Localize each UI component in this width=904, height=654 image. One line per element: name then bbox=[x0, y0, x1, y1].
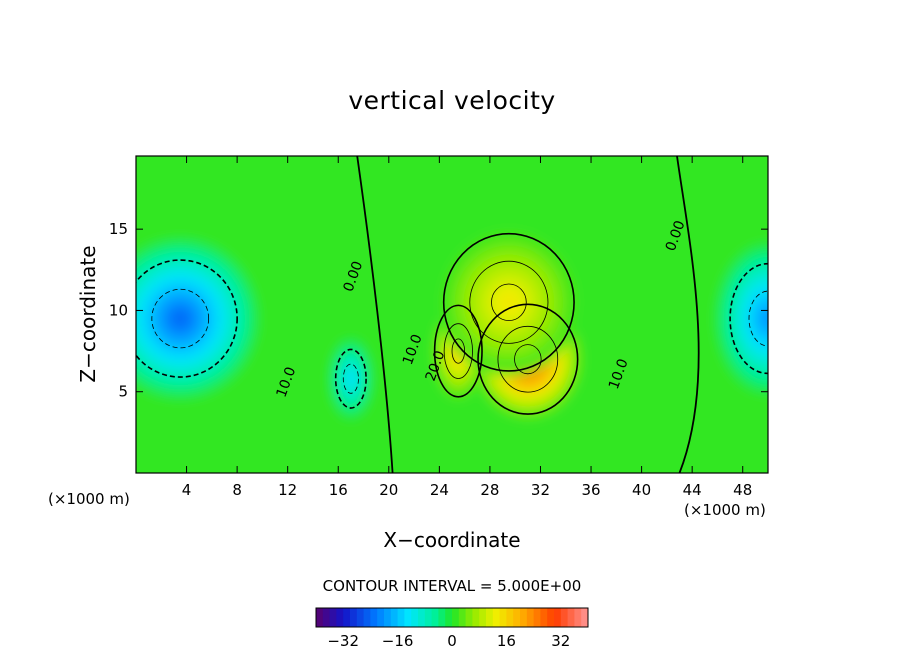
contour-interval-text: CONTOUR INTERVAL = 5.000E+00 bbox=[322, 577, 582, 595]
y-tick-label: 15 bbox=[109, 220, 128, 238]
x-unit-label-left: (×1000 m) bbox=[48, 490, 130, 508]
colorbar-cell bbox=[452, 608, 460, 627]
contour-4-1 bbox=[443, 323, 473, 379]
colorbar-cell bbox=[533, 608, 541, 627]
colorbar-cell bbox=[343, 608, 351, 627]
colorbar-cell bbox=[472, 608, 480, 627]
colorbar-cell bbox=[411, 608, 419, 627]
colorbar-cell bbox=[316, 608, 324, 627]
colorbar-cell bbox=[350, 608, 358, 627]
colorbar-cell bbox=[322, 608, 330, 627]
colorbar-cell bbox=[554, 608, 562, 627]
x-tick-label: 48 bbox=[733, 481, 752, 499]
velocity-field bbox=[136, 156, 768, 473]
contour-5-0 bbox=[442, 232, 575, 372]
x-tick-label: 44 bbox=[683, 481, 702, 499]
colorbar-cell bbox=[424, 608, 432, 627]
colorbar-cell bbox=[486, 608, 494, 627]
contour-1-0 bbox=[334, 348, 367, 409]
colorbar-cell bbox=[581, 608, 589, 627]
x-unit-label-right: (×1000 m) bbox=[684, 501, 766, 519]
colorbar-cell bbox=[526, 608, 534, 627]
zero-contour-0 bbox=[356, 156, 394, 473]
plot-frame bbox=[135, 155, 769, 474]
x-tick-label: 20 bbox=[379, 481, 398, 499]
contour-4-2 bbox=[451, 338, 466, 364]
y-tick-label: 10 bbox=[109, 301, 128, 319]
colorbar-cell bbox=[499, 608, 507, 627]
contour-3-2 bbox=[514, 344, 542, 375]
contour-0-0 bbox=[136, 259, 238, 378]
contour-3-0 bbox=[477, 303, 579, 415]
x-tick-label: 36 bbox=[581, 481, 600, 499]
contour-2-1 bbox=[748, 290, 768, 347]
contour-5-2 bbox=[491, 283, 527, 322]
colorbar: −32 −16 0 16 32 bbox=[315, 607, 589, 650]
colorbar-cell bbox=[513, 608, 521, 627]
colorbar-cell bbox=[336, 608, 344, 627]
colorbar-cell bbox=[418, 608, 426, 627]
colorbar-cell bbox=[404, 608, 412, 627]
colorbar-cell bbox=[547, 608, 555, 627]
x-tick-label: 28 bbox=[480, 481, 499, 499]
x-tick-label: 24 bbox=[430, 481, 449, 499]
x-axis-label: X−coordinate bbox=[383, 528, 521, 552]
colorbar-cell bbox=[567, 608, 575, 627]
contour-5-1 bbox=[469, 260, 549, 344]
contour-4-0 bbox=[433, 304, 483, 398]
colorbar-cell bbox=[384, 608, 392, 627]
colorbar-tick-label: −32 bbox=[327, 632, 359, 650]
colorbar-cell bbox=[560, 608, 568, 627]
colorbar-cell bbox=[438, 608, 446, 627]
colorbar-cell bbox=[492, 608, 500, 627]
colorbar-cell bbox=[363, 608, 371, 627]
colorbar-tick-label: 16 bbox=[497, 632, 516, 650]
field-level-1-8 bbox=[348, 374, 354, 384]
contour-0-1 bbox=[151, 288, 210, 349]
colorbar-cell bbox=[574, 608, 582, 627]
field-level-0-8 bbox=[171, 309, 189, 328]
colorbar-cell bbox=[397, 608, 405, 627]
colorbar-cell bbox=[479, 608, 487, 627]
colorbar-cell bbox=[540, 608, 548, 627]
contour-3-1 bbox=[497, 325, 559, 393]
colorbar-cell bbox=[370, 608, 378, 627]
colorbar-cell bbox=[520, 608, 528, 627]
colorbar-tick-label: 0 bbox=[447, 632, 457, 650]
colorbar-cell bbox=[431, 608, 439, 627]
x-tick-label: 16 bbox=[329, 481, 348, 499]
y-tick-label: 5 bbox=[118, 383, 128, 401]
colorbar-tick-label: −16 bbox=[382, 632, 414, 650]
colorbar-cell bbox=[377, 608, 385, 627]
colorbar-cell bbox=[465, 608, 473, 627]
zero-contour-1 bbox=[676, 156, 700, 473]
colorbar-frame bbox=[315, 607, 589, 628]
colorbar-cell bbox=[390, 608, 398, 627]
x-tick-label: 40 bbox=[632, 481, 651, 499]
colorbar-cell bbox=[506, 608, 514, 627]
colorbar-cell bbox=[329, 608, 337, 627]
colorbar-cell bbox=[356, 608, 364, 627]
field-level-2-8 bbox=[762, 310, 768, 327]
x-tick-label: 32 bbox=[531, 481, 550, 499]
contour-1-1 bbox=[342, 363, 359, 394]
x-tick-label: 12 bbox=[278, 481, 297, 499]
colorbar-tick-label: 32 bbox=[551, 632, 570, 650]
chart-title: vertical velocity bbox=[348, 86, 556, 115]
x-tick-label: 8 bbox=[232, 481, 242, 499]
x-tick-label: 4 bbox=[182, 481, 192, 499]
colorbar-cell bbox=[458, 608, 466, 627]
colorbar-cell bbox=[445, 608, 453, 627]
